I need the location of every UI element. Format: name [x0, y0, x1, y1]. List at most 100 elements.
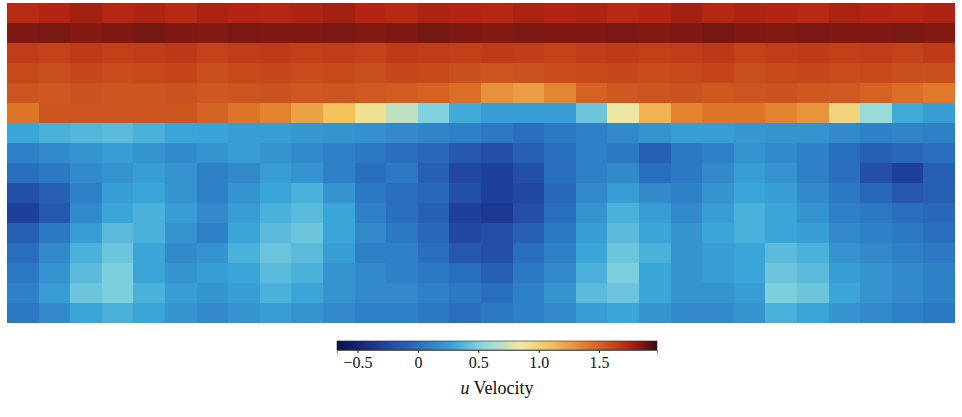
cell [576, 163, 608, 184]
cell [418, 43, 450, 64]
cell [449, 23, 481, 44]
cell [765, 43, 797, 64]
cell [197, 103, 229, 124]
cell [576, 203, 608, 224]
tick-label: −0.5 [344, 354, 373, 371]
cell [228, 143, 260, 164]
cell [797, 123, 829, 144]
cell [639, 303, 671, 323]
cell [923, 3, 955, 24]
cell [228, 283, 260, 304]
cell [39, 43, 71, 64]
cell [355, 163, 387, 184]
cell [513, 83, 545, 104]
cell [228, 223, 260, 244]
cell [197, 163, 229, 184]
cell [165, 163, 197, 184]
cell [133, 123, 165, 144]
cell [923, 103, 955, 124]
cell [702, 23, 734, 44]
cell [576, 103, 608, 124]
cell [133, 83, 165, 104]
cell [923, 203, 955, 224]
cell [702, 243, 734, 264]
cell [165, 183, 197, 204]
cell [102, 183, 134, 204]
cell [671, 103, 703, 124]
cell [197, 123, 229, 144]
cell [323, 203, 355, 224]
cell [102, 143, 134, 164]
cell [639, 123, 671, 144]
cell [102, 283, 134, 304]
cell [39, 23, 71, 44]
chart: −0.500.51.01.5u Velocity [0, 0, 962, 417]
cell [734, 223, 766, 244]
cell [702, 123, 734, 144]
cell [702, 163, 734, 184]
cell [102, 243, 134, 264]
cell [923, 123, 955, 144]
tick: 1.0 [529, 350, 549, 371]
cell [7, 283, 39, 304]
cell [923, 143, 955, 164]
cell [829, 83, 861, 104]
cell [39, 183, 71, 204]
cell [671, 163, 703, 184]
cell [576, 43, 608, 64]
cell [7, 3, 39, 24]
cell [544, 43, 576, 64]
cell [829, 123, 861, 144]
cell [323, 303, 355, 323]
cell [7, 83, 39, 104]
cell [355, 83, 387, 104]
cell [671, 3, 703, 24]
cell [102, 303, 134, 323]
cell [70, 103, 102, 124]
cell [860, 243, 892, 264]
cell [165, 223, 197, 244]
tick: −0.5 [344, 350, 373, 371]
cell [449, 123, 481, 144]
cell [102, 83, 134, 104]
cell [70, 123, 102, 144]
cell [323, 243, 355, 264]
cell [481, 103, 513, 124]
cell [323, 163, 355, 184]
cell [165, 3, 197, 24]
cell [702, 263, 734, 284]
cell [39, 263, 71, 284]
cell [228, 103, 260, 124]
cell [260, 123, 292, 144]
cell [639, 163, 671, 184]
cell [228, 43, 260, 64]
cell [702, 43, 734, 64]
cell [765, 83, 797, 104]
cell [355, 143, 387, 164]
cell [355, 203, 387, 224]
cell [481, 243, 513, 264]
cell [639, 283, 671, 304]
cell [923, 163, 955, 184]
cell [39, 143, 71, 164]
cell [702, 223, 734, 244]
cell [765, 143, 797, 164]
cell [513, 223, 545, 244]
cell [829, 103, 861, 124]
cell [323, 123, 355, 144]
cell [639, 223, 671, 244]
cell [481, 123, 513, 144]
cell [671, 203, 703, 224]
cell [102, 43, 134, 64]
cell [70, 23, 102, 44]
cell [418, 303, 450, 323]
cell [70, 203, 102, 224]
cell [923, 283, 955, 304]
cell [829, 23, 861, 44]
cell [544, 283, 576, 304]
cell [323, 263, 355, 284]
cell [39, 283, 71, 304]
cell [133, 243, 165, 264]
cell [671, 123, 703, 144]
colorbar-axis-line [338, 351, 658, 354]
